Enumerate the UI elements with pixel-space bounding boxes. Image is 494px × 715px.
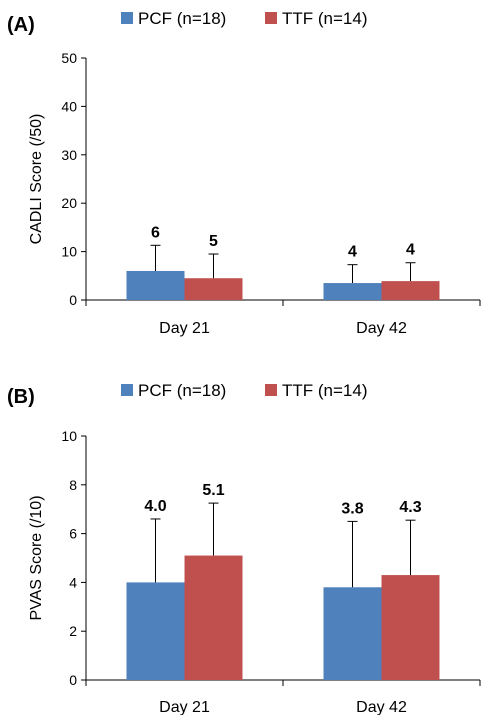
- bar: [323, 283, 382, 300]
- y-tick-label: 50: [61, 50, 77, 66]
- panel-label: (B): [7, 386, 35, 408]
- panel-label: (A): [7, 14, 35, 36]
- y-tick-label: 30: [61, 147, 77, 163]
- y-tick-label: 2: [69, 623, 77, 639]
- x-category-label: Day 21: [159, 320, 210, 337]
- y-tick-label: 0: [69, 292, 77, 308]
- legend-swatch: [265, 384, 277, 396]
- legend-label: TTF (n=14): [282, 9, 368, 28]
- x-category-label: Day 21: [159, 699, 210, 715]
- y-tick-label: 10: [61, 428, 77, 444]
- bar: [381, 281, 440, 300]
- legend-label: PCF (n=18): [138, 9, 226, 28]
- bar: [184, 555, 243, 680]
- data-label: 6: [151, 224, 160, 241]
- y-tick-label: 6: [69, 526, 77, 542]
- y-axis-label: PVAS Score (/10): [28, 495, 45, 620]
- x-category-label: Day 42: [356, 699, 407, 715]
- data-label: 4.3: [399, 499, 421, 516]
- data-label: 3.8: [341, 500, 363, 517]
- legend-swatch: [265, 12, 277, 24]
- y-tick-label: 40: [61, 98, 77, 114]
- y-tick-label: 0: [69, 672, 77, 688]
- y-tick-label: 20: [61, 195, 77, 211]
- y-tick-label: 10: [61, 244, 77, 260]
- legend-label: TTF (n=14): [282, 381, 368, 400]
- x-category-label: Day 42: [356, 320, 407, 337]
- legend-label: PCF (n=18): [138, 381, 226, 400]
- y-tick-label: 4: [69, 574, 77, 590]
- bar: [381, 575, 440, 680]
- bar: [126, 582, 185, 680]
- data-label: 4.0: [144, 498, 166, 515]
- data-label: 5.1: [202, 482, 224, 499]
- legend-swatch: [121, 12, 133, 24]
- bar: [184, 278, 243, 300]
- data-label: 4: [348, 244, 357, 261]
- chart-panel-b: (B) PCF (n=18) TTF (n=14) 0 2 4 6 8 10 PVAS Score…: [7, 381, 481, 715]
- legend-swatch: [121, 384, 133, 396]
- data-label: 4: [406, 242, 415, 259]
- data-label: 5: [209, 233, 218, 250]
- y-axis-label: CADLI Score (/50): [28, 114, 45, 245]
- chart-panel-a: (A) PCF (n=18) TTF (n=14) 0 10 20 30 40 50 CADLI …: [7, 9, 481, 337]
- y-tick-label: 8: [69, 477, 77, 493]
- bar: [126, 270, 185, 300]
- bar: [323, 587, 382, 680]
